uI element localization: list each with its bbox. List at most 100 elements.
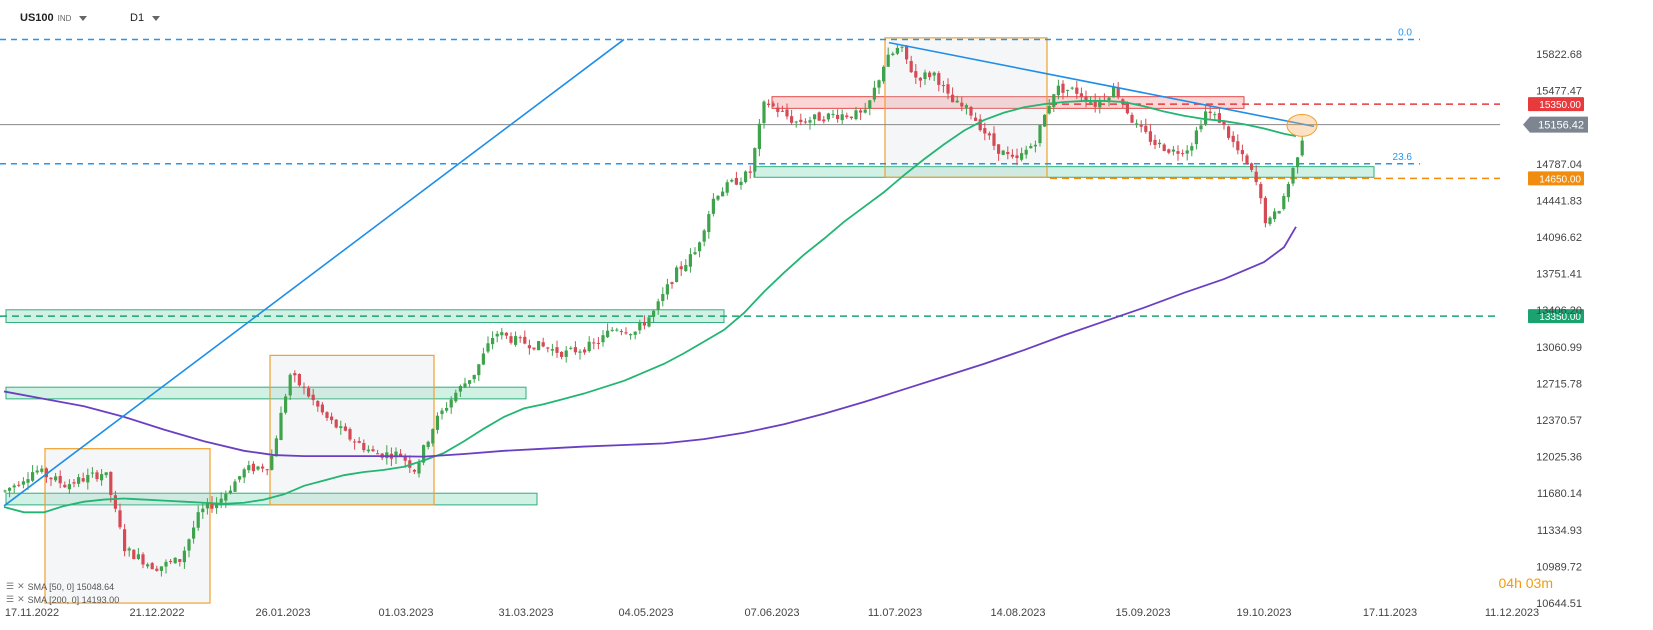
candle-body [518,337,522,339]
candle-body [1240,150,1244,155]
candle-body [509,336,513,343]
candle-body [670,282,674,285]
candle-body [1130,114,1134,123]
candle-body [1291,167,1295,184]
candle-body [905,45,909,60]
candle-body [757,123,761,150]
x-axis-tick-label: 26.01.2023 [255,607,310,619]
candle-body [256,466,260,470]
consolidation-box [44,448,211,604]
candle-body [182,550,186,563]
candle-body [826,113,830,120]
sr-zone [5,386,527,400]
y-axis-tick-label: 14787.04 [1536,159,1582,171]
candle-body [1199,125,1203,130]
candle-body [274,438,278,457]
candle-body [762,101,766,123]
candle-body [219,498,223,503]
candle-body [1079,93,1083,98]
candle-body [141,554,145,565]
candle-body [776,107,780,112]
candle-body [169,560,173,562]
candle-body [316,401,320,407]
candle-body [1176,151,1180,154]
candle-body [192,527,196,539]
x-axis-tick-label: 21.12.2022 [129,607,184,619]
candle-body [26,479,30,483]
x-axis-tick-label: 15.09.2023 [1115,607,1170,619]
candle-body [573,347,577,353]
candle-body [960,102,964,107]
candle-body [100,474,104,481]
candle-body [449,399,453,408]
candle-body [330,416,334,421]
candle-body [104,472,108,476]
candle-body [983,128,987,134]
candle-body [90,472,94,474]
candle-body [247,465,251,471]
close-icon[interactable]: ✕ [17,594,25,604]
candle-body [780,110,784,112]
candle-body [868,100,872,109]
candle-body [1052,94,1056,107]
candle-body [578,351,582,353]
candle-body [431,429,435,444]
candle-body [1043,114,1047,127]
candle-body [1015,155,1019,159]
settings-icon[interactable]: ☰ [6,581,15,591]
candle-body [435,415,439,430]
candle-body [463,383,467,388]
symbol-sub-label: IND [57,13,72,23]
candle-body [1296,157,1300,168]
candle-body [417,462,421,474]
candle-body [270,455,274,470]
settings-icon[interactable]: ☰ [6,594,15,604]
candle-body [265,469,269,471]
candle-body [178,559,182,562]
candle-body [215,502,219,509]
candle-body [785,109,789,117]
candle-body [132,549,136,560]
timeframe-dropdown-icon[interactable] [152,15,161,21]
candle-body [399,453,403,457]
candle-body [1162,144,1166,151]
timeframe-selector[interactable]: D1 [130,10,161,26]
candle-body [527,345,531,349]
candle-body [849,116,853,119]
candle-body [288,374,292,396]
candle-body [794,121,798,123]
y-axis-tick-label: 12370.57 [1536,415,1582,427]
candle-body [44,468,48,478]
fib-level-label: 0.0 [1398,27,1412,38]
candle-body [679,266,683,270]
candle-body [1282,196,1286,210]
candle-body [8,487,12,491]
candle-body [1144,125,1148,132]
y-axis-tick-label: 13751.41 [1536,269,1582,281]
candle-body [918,77,922,81]
candle-body [242,469,246,478]
candle-timer: 04h 03m [1498,575,1553,591]
candle-body [1194,130,1198,145]
candle-body [702,230,706,242]
symbol-selector[interactable]: US100 IND [20,10,88,26]
candle-body [164,561,168,567]
candle-body [1171,149,1175,152]
candle-body [642,322,646,326]
y-axis-tick-label: 13406.20 [1536,305,1582,317]
candle-body [58,475,62,484]
candle-body [698,242,702,252]
close-icon[interactable]: ✕ [17,581,25,591]
candle-body [964,105,968,108]
candle-body [201,508,205,513]
x-axis-tick-label: 01.03.2023 [378,607,433,619]
candle-body [17,484,21,486]
sma-line [3,226,1297,458]
symbol-dropdown-icon[interactable] [79,15,88,21]
candle-body [472,374,476,380]
candle-body [707,214,711,233]
candle-body [118,510,122,528]
candle-body [1029,146,1033,149]
